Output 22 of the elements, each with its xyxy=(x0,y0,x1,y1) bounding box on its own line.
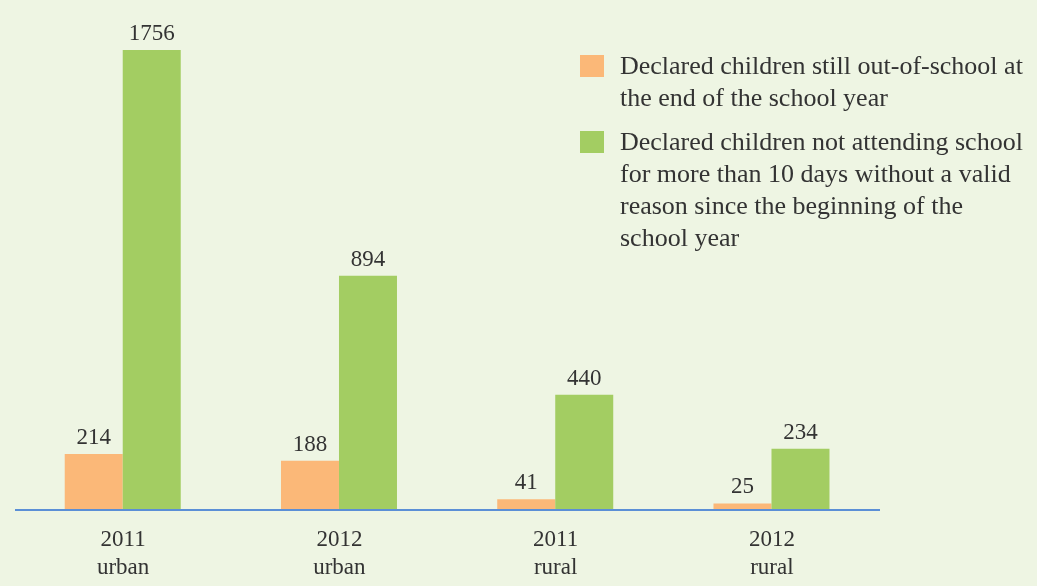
data-label: 41 xyxy=(514,469,538,495)
bar xyxy=(338,275,397,510)
data-label: 894 xyxy=(350,245,386,271)
bar xyxy=(555,394,614,510)
bar xyxy=(64,453,123,510)
bar xyxy=(771,448,830,510)
x-tick-label: 2012 rural xyxy=(748,526,795,579)
data-label: 234 xyxy=(783,418,819,444)
data-label: 214 xyxy=(76,423,112,449)
data-label: 440 xyxy=(566,364,602,390)
bar xyxy=(280,460,339,510)
x-tick-label: 2012 urban xyxy=(313,526,367,579)
bar xyxy=(713,503,772,510)
bar xyxy=(122,50,181,510)
legend-label: Declared children not attending school for more than 10 days without a valid reason since the beginning of the school year xyxy=(620,126,1024,254)
bar xyxy=(497,499,556,510)
data-label: 1756 xyxy=(128,20,175,45)
legend-label: Declared children still out-of-school at the end of the school year xyxy=(620,50,1024,114)
x-tick-label: 2011 rural xyxy=(533,526,579,579)
x-tick-label: 2011 urban xyxy=(96,526,150,579)
data-label: 188 xyxy=(292,430,328,456)
data-label: 25 xyxy=(730,473,754,499)
